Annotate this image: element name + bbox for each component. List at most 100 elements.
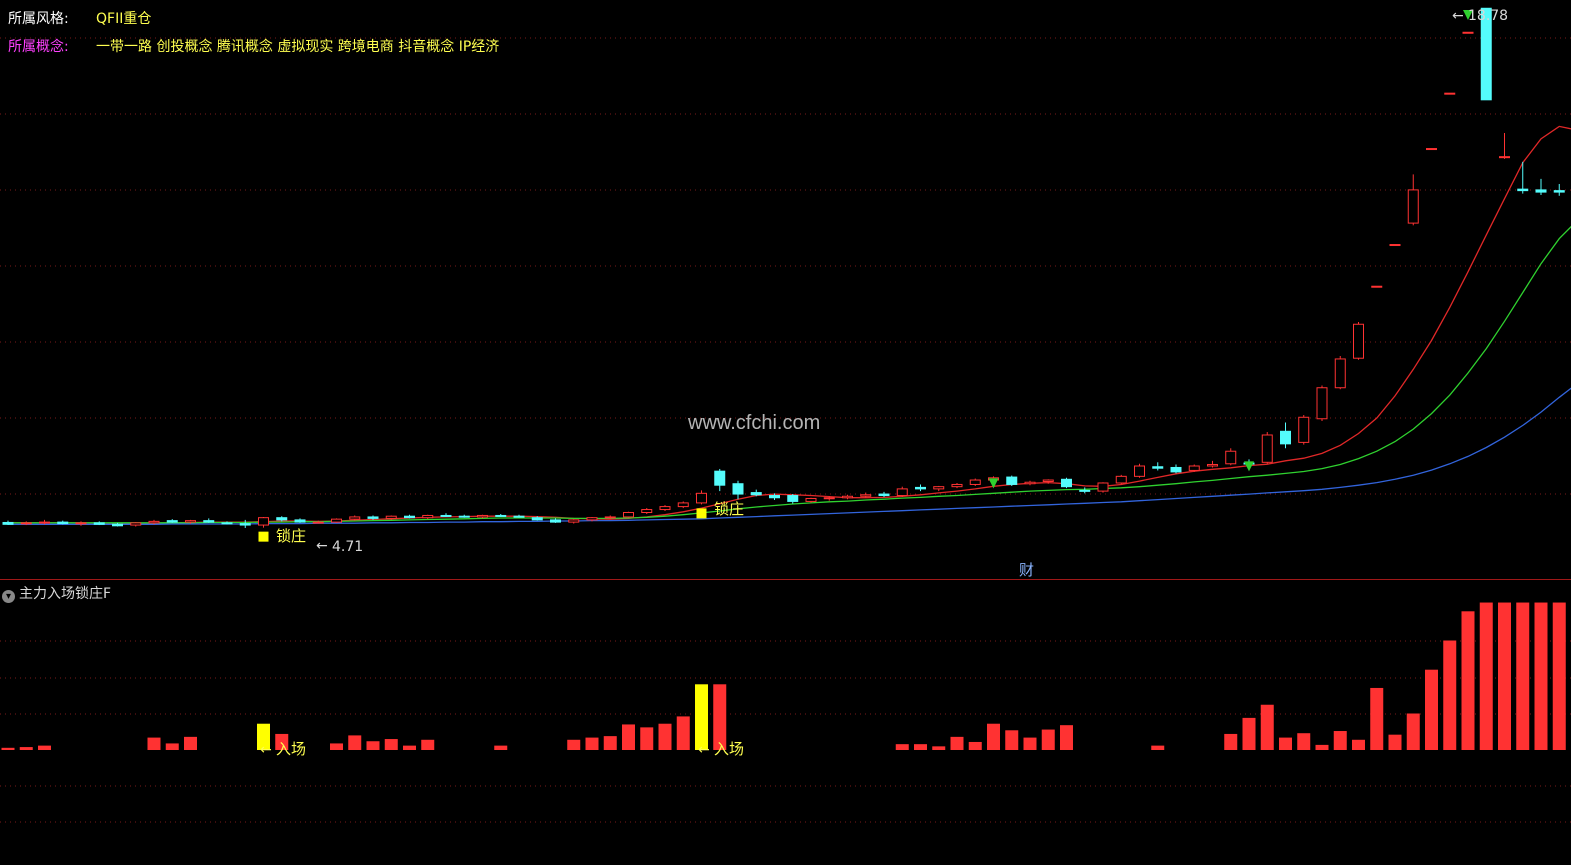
- style-row: 所属风格: QFII重仓: [8, 8, 151, 28]
- indicator-bar: [1552, 602, 1566, 750]
- candle-body: [2, 521, 14, 525]
- candle-body: [148, 520, 160, 524]
- candle-body: [166, 520, 178, 523]
- indicator-bar: [1023, 737, 1037, 750]
- candle-body: [696, 492, 707, 504]
- indicator-bar: [1352, 739, 1365, 750]
- indicator-bar: [1060, 725, 1073, 750]
- indicator-bar: [603, 736, 617, 750]
- indicator-title: 主力入场锁庄F: [19, 586, 112, 602]
- indicator-bar: [1005, 730, 1019, 750]
- candle-body: [969, 479, 981, 485]
- entry-arrow-2: ←: [698, 742, 710, 758]
- candlestick-series: [2, 7, 1565, 542]
- indicator-bar: [1279, 737, 1292, 750]
- candle-body: [404, 515, 415, 519]
- candle-body: [440, 514, 452, 517]
- candle-body: [239, 523, 251, 526]
- candle-body: [1480, 7, 1492, 101]
- candle-body: [1225, 450, 1237, 465]
- indicator-bar: [676, 716, 690, 750]
- candle-body: [1207, 464, 1218, 467]
- indicator-bar: [1443, 640, 1457, 750]
- indicator-bar: [1406, 713, 1420, 750]
- candle-body: [933, 486, 945, 490]
- indicator-bar: [914, 744, 927, 750]
- candle-body: [714, 470, 726, 486]
- candle-body: [1097, 482, 1109, 492]
- indicator-bar: [1461, 611, 1475, 750]
- ma-mid-line: [8, 225, 1571, 524]
- indicator-bar: [348, 735, 362, 750]
- lock-label-2: 锁庄: [714, 500, 744, 518]
- candle-body: [1553, 190, 1565, 193]
- indicator-bar: [384, 739, 398, 750]
- lock-signal-marker: [696, 508, 707, 519]
- entry-arrow-1: ←: [260, 742, 272, 758]
- indicator-bar: [932, 746, 946, 750]
- candle-body: [1316, 387, 1328, 420]
- indicator-bar: [567, 739, 581, 750]
- indicator-bar: [1534, 602, 1548, 750]
- candle-body: [1115, 475, 1127, 484]
- candle-body: [604, 516, 616, 519]
- candle-body: [1353, 323, 1364, 359]
- indicator-bar: [695, 684, 708, 750]
- candle-body: [385, 515, 397, 519]
- indicator-bar: [1260, 704, 1274, 750]
- candle-body: [787, 495, 799, 502]
- candle-body: [458, 515, 470, 518]
- candle-body: [586, 517, 598, 521]
- collapse-toggle-icon[interactable]: ▾: [2, 590, 15, 603]
- indicator-bar: [640, 727, 654, 750]
- candle-body: [878, 493, 890, 497]
- candle-body: [1334, 358, 1346, 389]
- indicator-bar: [585, 737, 599, 750]
- candle-body: [1444, 92, 1456, 95]
- candle-body: [1152, 466, 1164, 469]
- concept-value: 一带一路 创投概念 腾讯概念 虚拟现实 跨境电商 抖音概念 IP经济: [96, 39, 500, 55]
- candle-body: [130, 522, 142, 526]
- candle-body: [1261, 434, 1273, 463]
- candle-body: [1426, 148, 1437, 151]
- candle-body: [750, 492, 762, 496]
- candle-body: [732, 483, 744, 495]
- candle-body: [1024, 481, 1036, 485]
- candle-body: [769, 495, 780, 499]
- chart-annotations: 18.78 ← 4.71 锁庄 锁庄 财 ← 入场 入场 ← ←: [260, 8, 1508, 758]
- candle-body: [276, 517, 288, 521]
- moving-averages: [7, 125, 1571, 525]
- indicator-bar: [1297, 733, 1311, 750]
- lock-signal-marker: [258, 531, 269, 542]
- indicator-bar: [403, 745, 416, 750]
- down-arrow-icon: [988, 478, 999, 489]
- candle-body: [860, 494, 872, 497]
- candle-body: [623, 512, 634, 518]
- indicator-bar: [184, 736, 197, 750]
- candle-body: [112, 523, 123, 527]
- ma-long-line: [8, 387, 1571, 525]
- candle-body: [422, 514, 434, 519]
- indicator-bar: [38, 745, 51, 750]
- candle-body: [677, 502, 689, 508]
- indicator-bar: [257, 723, 270, 750]
- candle-body: [349, 516, 361, 520]
- watermark: www.cfchi.com: [688, 412, 821, 434]
- candle-body: [1042, 479, 1054, 483]
- indicator-title-bar[interactable]: ▾ 主力入场锁庄F: [2, 583, 111, 603]
- candle-body: [513, 515, 525, 518]
- indicator-bar: [1041, 729, 1055, 750]
- candle-body: [495, 514, 507, 517]
- candle-body: [477, 514, 488, 518]
- indicator-bar: [895, 744, 909, 750]
- candle-body: [1079, 489, 1091, 492]
- candle-body: [93, 522, 105, 525]
- candle-body: [1535, 189, 1547, 193]
- indicator-bar: [421, 739, 435, 750]
- style-label: 所属风格:: [8, 11, 69, 27]
- candle-body: [1389, 244, 1401, 247]
- candle-body: [1298, 416, 1310, 443]
- candle-body: [1280, 430, 1291, 445]
- indicator-bar: [1388, 734, 1402, 750]
